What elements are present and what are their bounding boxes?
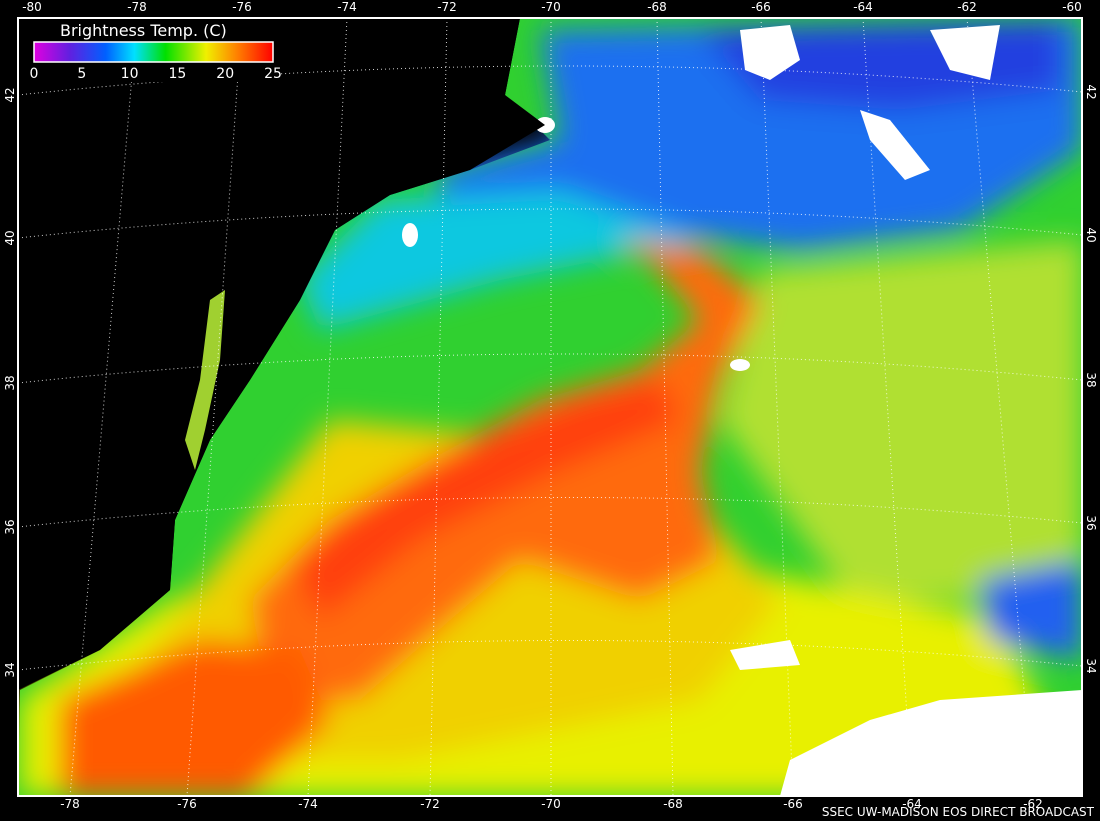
bottom-lon-label: -66 <box>783 797 803 811</box>
left-lat-label: 36 <box>3 519 17 534</box>
right-lat-label: 34 <box>1084 658 1098 673</box>
legend-title: Brightness Temp. (C) <box>60 21 227 40</box>
top-lon-label: -76 <box>232 0 252 14</box>
legend-tick: 15 <box>168 66 186 82</box>
top-lon-label: -74 <box>337 0 357 14</box>
sst-image <box>18 18 1082 796</box>
top-lon-label: -70 <box>541 0 561 14</box>
right-lat-label: 42 <box>1084 84 1098 99</box>
bottom-lon-label: -74 <box>298 797 318 811</box>
top-lon-label: -80 <box>22 0 42 14</box>
legend-tick: 0 <box>30 66 39 82</box>
clouds <box>402 25 1082 796</box>
bottom-lon-label: -68 <box>663 797 683 811</box>
right-lat-label: 38 <box>1084 372 1098 387</box>
top-lon-label: -78 <box>127 0 147 14</box>
legend-tick: 20 <box>216 66 234 82</box>
legend-tick: 25 <box>264 66 282 82</box>
meridian <box>429 18 448 796</box>
land <box>18 18 545 690</box>
credit: SSEC UW-MADISON EOS DIRECT BROADCAST <box>822 805 1095 819</box>
bottom-lon-label: -72 <box>420 797 440 811</box>
top-lon-label: -66 <box>751 0 771 14</box>
parallel <box>18 639 1082 671</box>
bottom-lon-label: -64 <box>902 797 922 811</box>
legend-tick: 5 <box>77 66 86 82</box>
colorbar <box>33 41 274 63</box>
bottom-lon-label: -62 <box>1023 797 1043 811</box>
left-lat-label: 38 <box>3 375 17 390</box>
frame <box>17 17 1083 797</box>
top-lon-label: -60 <box>1062 0 1082 14</box>
right-lat-label: 36 <box>1084 515 1098 530</box>
bottom-lon-label: -76 <box>177 797 197 811</box>
top-lon-label: -62 <box>957 0 977 14</box>
top-lon-label: -68 <box>647 0 667 14</box>
bottom-lon-label: -78 <box>60 797 80 811</box>
parallel <box>18 496 1082 528</box>
parallel <box>18 208 1082 239</box>
bay <box>185 290 225 470</box>
meridian <box>656 18 674 796</box>
left-lat-label: 34 <box>3 662 17 677</box>
top-lon-label: -64 <box>853 0 873 14</box>
parallel <box>18 353 1082 384</box>
legend-tick: 10 <box>121 66 139 82</box>
bottom-lon-label: -70 <box>541 797 561 811</box>
meridian <box>760 18 794 796</box>
top-lon-label: -72 <box>437 0 457 14</box>
left-lat-label: 42 <box>3 87 17 102</box>
right-lat-label: 40 <box>1084 227 1098 242</box>
left-lat-label: 40 <box>3 230 17 245</box>
